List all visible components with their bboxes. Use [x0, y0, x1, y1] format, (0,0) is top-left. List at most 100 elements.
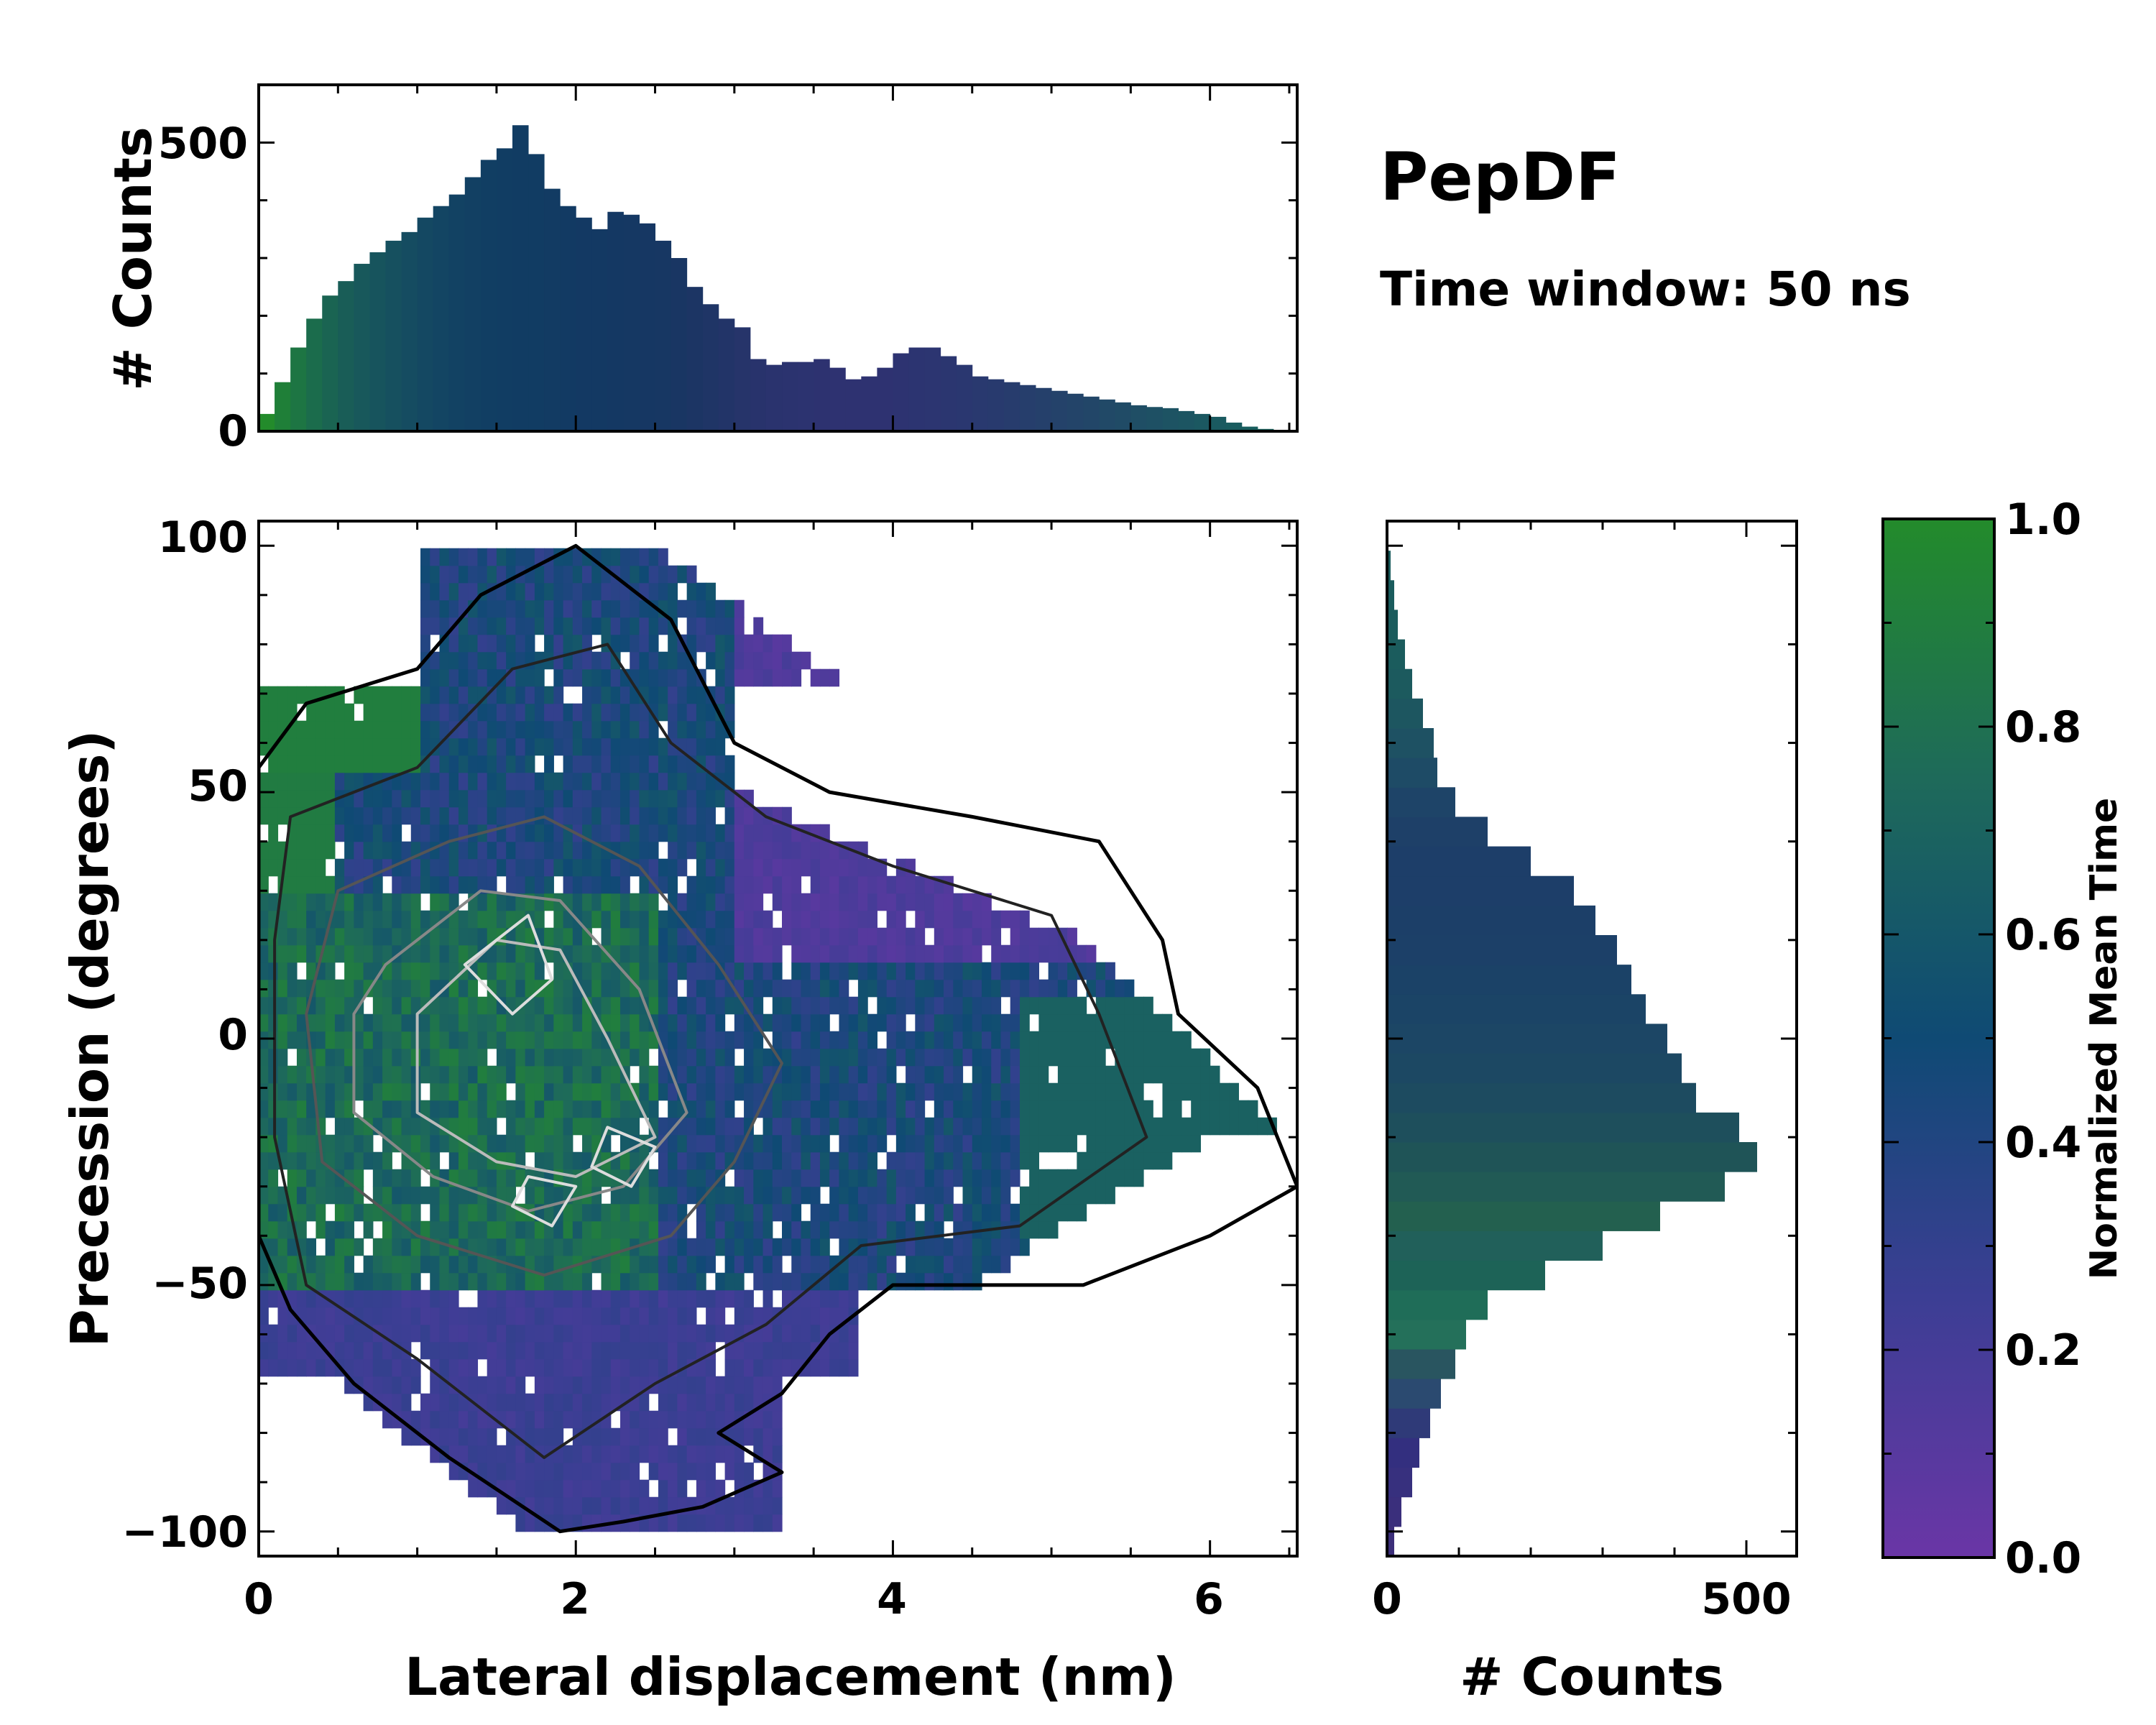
heatmap-cell: [839, 910, 849, 929]
heatmap-cell: [782, 651, 792, 670]
heatmap-cell: [534, 686, 545, 704]
heatmap-cell: [525, 824, 535, 842]
heatmap-cell: [772, 841, 783, 860]
heatmap-cell: [458, 979, 469, 998]
heatmap-cell: [1143, 1013, 1153, 1032]
heatmap-cell: [439, 1341, 450, 1360]
heatmap-cell: [610, 651, 621, 670]
heatmap-cell: [534, 1496, 545, 1515]
heatmap-cell: [410, 1358, 421, 1377]
heatmap-cell: [744, 1100, 754, 1118]
heatmap-cell: [268, 772, 279, 791]
heatmap-cell: [439, 1013, 450, 1032]
heatmap-cell: [544, 720, 554, 739]
heatmap-cell: [563, 737, 573, 756]
heatmap-cell: [630, 1496, 640, 1515]
heatmap-cell: [953, 1100, 964, 1118]
heatmap-cell: [306, 858, 317, 877]
heatmap-cell: [763, 875, 773, 894]
heatmap-cell: [677, 1169, 688, 1187]
heatmap-cell: [630, 979, 640, 998]
heatmap-cell: [686, 1496, 697, 1515]
heatmap-cell: [582, 1220, 592, 1239]
heatmap-cell: [430, 617, 441, 635]
heatmap-cell: [782, 875, 792, 894]
heatmap-cell: [277, 1307, 288, 1325]
heatmap-cell: [744, 1514, 754, 1532]
heatmap-cell: [715, 1013, 726, 1032]
heatmap-cell: [287, 1289, 298, 1308]
heatmap-cell: [1029, 927, 1040, 946]
top-hist-bar: [814, 359, 830, 431]
heatmap-cell: [496, 806, 507, 825]
heatmap-cell: [1010, 1203, 1021, 1222]
heatmap-cell: [944, 1117, 954, 1136]
heatmap-cell: [506, 1393, 516, 1412]
heatmap-cell: [420, 599, 430, 618]
heatmap-cell: [839, 1341, 849, 1360]
heatmap-cell: [1133, 996, 1144, 1015]
heatmap-cell: [668, 1514, 678, 1532]
heatmap-cell: [839, 979, 849, 998]
heatmap-cell: [1086, 1013, 1097, 1032]
heatmap-cell: [944, 1100, 954, 1118]
heatmap-cell: [668, 1082, 678, 1101]
heatmap-cell: [372, 1013, 383, 1032]
heatmap-cell: [382, 824, 392, 842]
heatmap-cell: [706, 755, 716, 773]
heatmap-cell: [677, 772, 688, 791]
heatmap-cell: [782, 927, 792, 946]
heatmap-cell: [819, 1134, 830, 1153]
heatmap-cell: [410, 996, 421, 1015]
heatmap-cell: [515, 875, 526, 894]
heatmap-cell: [630, 1117, 640, 1136]
heatmap-cell: [525, 1134, 535, 1153]
heatmap-cell: [1057, 1065, 1068, 1084]
heatmap-cell: [619, 1220, 630, 1239]
heatmap-cell: [1067, 1048, 1077, 1067]
top-hist-bar: [480, 160, 497, 431]
heatmap-cell: [706, 806, 716, 825]
heatmap-cell: [677, 996, 688, 1015]
top-hist-bar: [940, 356, 957, 431]
heatmap-cell: [477, 1376, 488, 1394]
heatmap-cell: [1229, 1100, 1239, 1118]
heatmap-cell: [515, 1393, 526, 1412]
heatmap-cell: [630, 1255, 640, 1274]
heatmap-cell: [534, 893, 545, 911]
heatmap-cell: [1057, 1013, 1068, 1032]
heatmap-cell: [772, 962, 783, 980]
main-xtick-4: 4: [877, 1574, 907, 1624]
contour-line: [352, 889, 688, 1213]
heatmap-cell: [744, 634, 754, 653]
heatmap-cell: [686, 1065, 697, 1084]
heatmap-cell: [430, 806, 441, 825]
heatmap-cell: [553, 910, 564, 929]
heatmap-cell: [259, 720, 269, 739]
heatmap-cell: [553, 1393, 564, 1412]
heatmap-cell: [496, 1169, 507, 1187]
heatmap-cell: [401, 1358, 412, 1377]
heatmap-cell: [744, 1307, 754, 1325]
heatmap-cell: [1067, 1013, 1077, 1032]
heatmap-cell: [306, 927, 317, 946]
heatmap-cell: [363, 1376, 374, 1394]
heatmap-cell: [601, 1393, 612, 1412]
heatmap-cell: [782, 1341, 792, 1360]
heatmap-cell: [819, 1238, 830, 1256]
heatmap-cell: [296, 1186, 307, 1205]
heatmap-cell: [525, 617, 535, 635]
heatmap-cell: [315, 841, 326, 860]
heatmap-cell: [420, 617, 430, 635]
heatmap-cell: [763, 910, 773, 929]
top-hist-bar: [433, 206, 450, 431]
heatmap-cell: [477, 703, 488, 722]
heatmap-cell: [829, 1358, 840, 1377]
heatmap-cell: [906, 1272, 916, 1291]
heatmap-cell: [1048, 979, 1059, 998]
heatmap-cell: [686, 1307, 697, 1325]
heatmap-cell: [763, 1496, 773, 1515]
heatmap-cell: [658, 737, 668, 756]
heatmap-cell: [544, 1186, 554, 1205]
heatmap-cell: [906, 996, 916, 1015]
